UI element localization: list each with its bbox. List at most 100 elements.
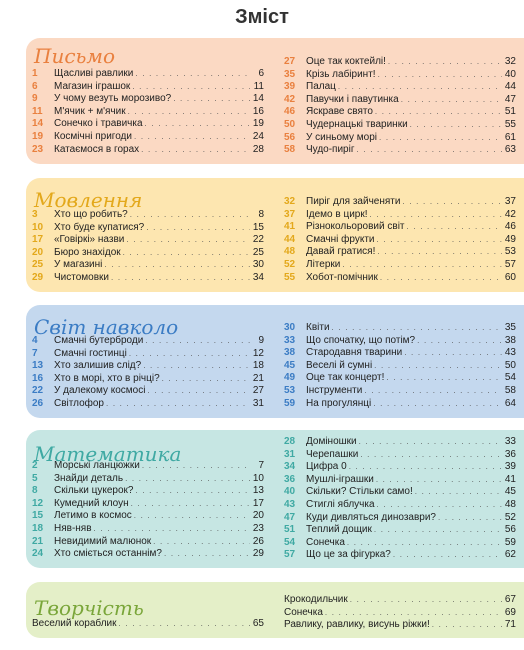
toc-entry[interactable]: 16 Хто в морі, хто в річці?. . . . . . . … xyxy=(32,373,264,386)
toc-entry[interactable]: Веселий кораблик. . . . . . . . . . . . … xyxy=(32,618,264,631)
entry-page: 36 xyxy=(504,448,516,460)
toc-entry[interactable]: 26 Світлофор. . . . . . . . . . . . . . .… xyxy=(32,398,264,411)
dot-leader: . . . . . . . . . . . . . . . . . . . . … xyxy=(358,437,502,446)
toc-entry[interactable]: 1 Щасливі равлики. . . . . . . . . . . . … xyxy=(32,68,264,81)
entry-number: 29 xyxy=(32,271,44,283)
toc-entry[interactable]: 54 Сонечка. . . . . . . . . . . . . . . .… xyxy=(284,537,516,550)
toc-entry[interactable]: 21 Невидимий малюнок. . . . . . . . . . .… xyxy=(32,536,264,549)
toc-entry[interactable]: 59 На прогулянці. . . . . . . . . . . . .… xyxy=(284,398,516,411)
toc-entry[interactable]: 4 Смачні бутерброди. . . . . . . . . . . … xyxy=(32,335,264,348)
dot-leader: . . . . . . . . . . . . . . . . . . . . … xyxy=(331,323,502,332)
toc-entry[interactable]: 23 Катаємося в горах. . . . . . . . . . .… xyxy=(32,144,264,157)
toc-entry[interactable]: 24 Хто сміється останнім?. . . . . . . . … xyxy=(32,548,264,561)
toc-entry[interactable]: 44 Смачні фрукти. . . . . . . . . . . . .… xyxy=(284,234,516,247)
toc-entry[interactable]: 32 Пиріг для зайченяти. . . . . . . . . .… xyxy=(284,196,516,209)
toc-entry[interactable]: 38 Стародавня тварини. . . . . . . . . . … xyxy=(284,347,516,360)
toc-entry[interactable]: 42 Павучки і павутинка. . . . . . . . . .… xyxy=(284,94,516,107)
toc-entry[interactable]: 5 Знайди деталь. . . . . . . . . . . . . … xyxy=(32,473,264,486)
entry-number: 37 xyxy=(284,208,296,220)
toc-entry[interactable]: 55 Хобот-помічник. . . . . . . . . . . . … xyxy=(284,272,516,285)
entry-number: 41 xyxy=(284,221,296,233)
toc-entry[interactable]: 30 Квіти. . . . . . . . . . . . . . . . .… xyxy=(284,322,516,335)
dot-leader: . . . . . . . . . . . . . . . . . . . . … xyxy=(431,620,502,630)
toc-entry[interactable]: 15 Летимо в космос. . . . . . . . . . . .… xyxy=(32,510,264,523)
entry-title: Давай гратися! xyxy=(306,246,376,258)
right-column: 32 Пиріг для зайченяти. . . . . . . . . .… xyxy=(284,196,516,284)
toc-entry[interactable]: 45 Веселі й сумні. . . . . . . . . . . . … xyxy=(284,360,516,373)
toc-entry[interactable]: 29 Чистомовки. . . . . . . . . . . . . . … xyxy=(32,272,264,285)
toc-entry[interactable]: 34 Цифра 0. . . . . . . . . . . . . . . .… xyxy=(284,461,516,474)
entry-number: 31 xyxy=(284,448,296,460)
toc-entry[interactable]: 3 Хто що робить?. . . . . . . . . . . . .… xyxy=(32,209,264,222)
entry-page: 43 xyxy=(504,347,516,359)
section-title: Творчість xyxy=(34,596,144,620)
toc-entry[interactable]: 52 Літерки. . . . . . . . . . . . . . . .… xyxy=(284,259,516,272)
dot-leader: . . . . . . . . . . . . . . . . . . . . … xyxy=(135,486,250,496)
entry-number: 10 xyxy=(32,221,44,233)
toc-entry[interactable]: 12 Кумедний клоун. . . . . . . . . . . . … xyxy=(32,498,264,511)
dot-leader: . . . . . . . . . . . . . . . . . . . . … xyxy=(163,549,250,559)
entry-page: 42 xyxy=(504,208,516,220)
entry-title: У магазині xyxy=(54,259,103,271)
toc-entry[interactable]: 48 Давай гратися!. . . . . . . . . . . . … xyxy=(284,246,516,259)
toc-entry[interactable]: 6 Магазин іграшок. . . . . . . . . . . . … xyxy=(32,81,264,94)
toc-entry[interactable]: 31 Черепашки. . . . . . . . . . . . . . .… xyxy=(284,449,516,462)
entry-title: Чудо-пиріг xyxy=(306,144,355,156)
toc-entry[interactable]: 10 Хто буде купатися?. . . . . . . . . . … xyxy=(32,222,264,235)
entry-page: 40 xyxy=(504,68,516,80)
entry-page: 49 xyxy=(504,233,516,245)
entry-page: 19 xyxy=(252,118,264,130)
entry-title: Стиглі яблучка xyxy=(306,498,375,510)
toc-entry[interactable]: 41 Різнокольоровий світ. . . . . . . . . … xyxy=(284,221,516,234)
toc-entry[interactable]: 58 Чудо-пиріг. . . . . . . . . . . . . . … xyxy=(284,144,516,157)
toc-entry[interactable]: 50 Чудернацькі тваринки. . . . . . . . . … xyxy=(284,119,516,132)
toc-entry[interactable]: 14 Сонечко і травичка. . . . . . . . . . … xyxy=(32,118,264,131)
toc-entry[interactable]: 8 Скільки цукерок?. . . . . . . . . . . .… xyxy=(32,485,264,498)
dot-leader: . . . . . . . . . . . . . . . . . . . . … xyxy=(133,511,250,521)
entry-title: Чудернацькі тваринки xyxy=(306,118,408,130)
toc-entry[interactable]: 40 Скільки? Стільки само!. . . . . . . . … xyxy=(284,486,516,499)
toc-entry[interactable]: 2 Морські ланцюжки. . . . . . . . . . . .… xyxy=(32,460,264,473)
toc-entry[interactable]: 27 Оце так коктейлі!. . . . . . . . . . .… xyxy=(284,56,516,69)
toc-entry[interactable]: 43 Стиглі яблучка. . . . . . . . . . . . … xyxy=(284,499,516,512)
toc-entry[interactable]: 39 Палац. . . . . . . . . . . . . . . . .… xyxy=(284,81,516,94)
toc-entry[interactable]: 51 Теплий дощик. . . . . . . . . . . . . … xyxy=(284,524,516,537)
entry-page: 57 xyxy=(504,258,516,270)
toc-entry[interactable]: 37 Ідемо в цирк!. . . . . . . . . . . . .… xyxy=(284,209,516,222)
left-column: 3 Хто що робить?. . . . . . . . . . . . .… xyxy=(32,209,264,285)
toc-entry[interactable]: 49 Оце так концерт!. . . . . . . . . . . … xyxy=(284,372,516,385)
toc-entry[interactable]: 57 Що це за фігурка?. . . . . . . . . . .… xyxy=(284,549,516,562)
toc-entry[interactable]: 18 Няв-няв. . . . . . . . . . . . . . . .… xyxy=(32,523,264,536)
toc-entry[interactable]: 19 Космічні пригоди. . . . . . . . . . . … xyxy=(32,131,264,144)
entry-title: Теплий дощик xyxy=(306,524,372,536)
toc-entry[interactable]: 33 Що спочатку, що потім?. . . . . . . . … xyxy=(284,335,516,348)
toc-entry[interactable]: 35 Крізь лабіринт!. . . . . . . . . . . .… xyxy=(284,69,516,82)
dot-leader: . . . . . . . . . . . . . . . . . . . . … xyxy=(348,462,502,472)
toc-entry[interactable]: 7 Смачні гостинці. . . . . . . . . . . . … xyxy=(32,348,264,361)
toc-entry[interactable]: 25 У магазині. . . . . . . . . . . . . . … xyxy=(32,259,264,272)
dot-leader: . . . . . . . . . . . . . . . . . . . . … xyxy=(409,119,502,129)
dot-leader: . . . . . . . . . . . . . . . . . . . . … xyxy=(369,209,502,219)
toc-entry[interactable]: 9 У чому везуть морозиво?. . . . . . . . … xyxy=(32,93,264,106)
entry-number: 7 xyxy=(32,347,38,359)
toc-entry[interactable]: 53 Інструменти. . . . . . . . . . . . . .… xyxy=(284,385,516,398)
section-3: Математика 2 Морські ланцюжки. . . . . . .… xyxy=(26,430,524,568)
toc-entry[interactable]: 20 Бюро знахідок. . . . . . . . . . . . .… xyxy=(32,247,264,260)
toc-entry[interactable]: 28 Доміношки. . . . . . . . . . . . . . .… xyxy=(284,436,516,449)
toc-entry[interactable]: 46 Яскраве свято. . . . . . . . . . . . .… xyxy=(284,106,516,119)
toc-entry[interactable]: 22 У далекому космосі. . . . . . . . . . … xyxy=(32,385,264,398)
section-title: Мовлення xyxy=(34,188,143,212)
toc-entry[interactable]: 17 «Говіркі» назви. . . . . . . . . . . .… xyxy=(32,234,264,247)
entry-number: 40 xyxy=(284,486,296,498)
dot-leader: . . . . . . . . . . . . . . . . . . . . … xyxy=(342,259,502,269)
toc-entry[interactable]: 56 У синьому морі. . . . . . . . . . . . … xyxy=(284,132,516,145)
toc-entry[interactable]: 47 Куди дивляться динозаври?. . . . . . .… xyxy=(284,512,516,525)
toc-entry[interactable]: 36 Мушлі-іграшки. . . . . . . . . . . . .… xyxy=(284,474,516,487)
toc-entry[interactable]: Крокодильчик. . . . . . . . . . . . . . … xyxy=(284,594,516,607)
entry-title: Стародавня тварини xyxy=(306,347,403,359)
toc-entry[interactable]: 11 М'ячик + м'ячик. . . . . . . . . . . .… xyxy=(32,106,264,119)
toc-entry[interactable]: Равлику, равлику, висунь ріжки!. . . . .… xyxy=(284,619,516,632)
toc-entry[interactable]: 13 Хто залишив слід?. . . . . . . . . . .… xyxy=(32,360,264,373)
entry-page: 33 xyxy=(504,436,516,447)
toc-entry[interactable]: Сонечка. . . . . . . . . . . . . . . . .… xyxy=(284,607,516,620)
